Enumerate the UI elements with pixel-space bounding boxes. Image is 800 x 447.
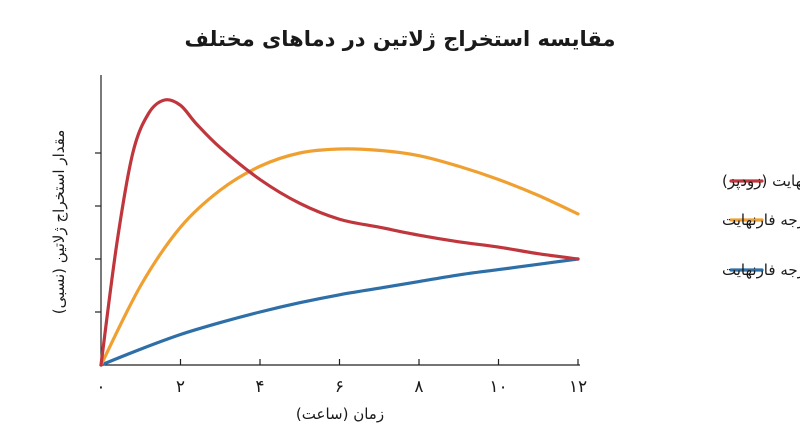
legend-label: ۲۰۵ درجه فارنهایت — [722, 211, 800, 229]
x-tick-label: ۱۰ — [489, 377, 507, 397]
legend-item-180f: ۱۸۰ درجه فارنهایت — [722, 261, 800, 279]
x-tick-label: ۶ — [335, 377, 344, 397]
x-tick-label: ۸ — [414, 377, 423, 397]
y-axis-ticks — [95, 152, 101, 313]
x-axis-ticks: ۰ ۲ ۴ ۶ ۸ ۱۰ ۱۲ — [96, 359, 587, 397]
series-line-250f — [99, 98, 580, 367]
y-axis-label: مقدار استخراج ژلاتین (نسبی) — [50, 130, 69, 315]
x-tick-label: ۱۲ — [569, 377, 587, 397]
series-lines — [99, 98, 580, 367]
chart-title: مقایسه استخراج ژلاتین در دماهای مختلف — [184, 27, 615, 52]
legend-label: ۲۵۰ درجه فارنهایت (زودپز) — [722, 172, 800, 191]
legend-item-205f: ۲۰۵ درجه فارنهایت — [722, 211, 800, 229]
x-axis-label: زمان (ساعت) — [296, 405, 384, 423]
x-tick-label: ۲ — [176, 377, 185, 397]
legend-label: ۱۸۰ درجه فارنهایت — [722, 261, 800, 279]
series-line-205f — [99, 147, 580, 367]
x-tick-label: ۴ — [255, 377, 264, 397]
series-line-180f — [99, 257, 580, 367]
legend: ۲۵۰ درجه فارنهایت (زودپز) ۲۰۵ درجه فارنها… — [722, 172, 800, 279]
legend-item-250f: ۲۵۰ درجه فارنهایت (زودپز) — [722, 172, 800, 191]
x-tick-label: ۰ — [96, 377, 105, 397]
